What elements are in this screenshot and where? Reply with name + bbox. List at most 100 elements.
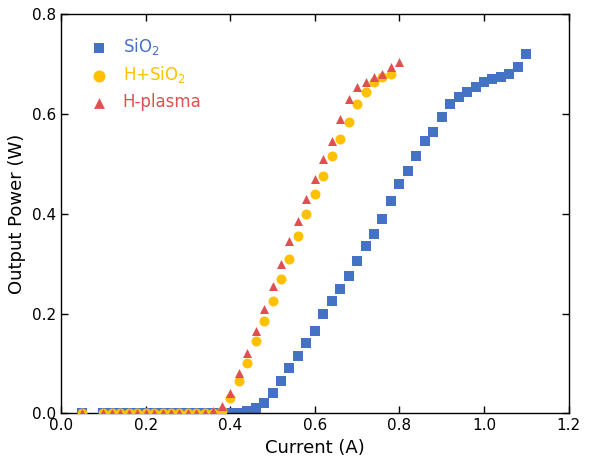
H+SiO$_2$: [191, 410, 201, 417]
H+SiO$_2$: [141, 410, 150, 417]
Legend: SiO$_2$, H+SiO$_2$, H-plasma: SiO$_2$, H+SiO$_2$, H-plasma: [70, 23, 215, 124]
SiO$_2$: [158, 410, 167, 417]
SiO$_2$: [243, 407, 252, 414]
H+SiO$_2$: [251, 337, 260, 345]
SiO$_2$: [191, 410, 201, 417]
H+SiO$_2$: [361, 88, 370, 95]
H-plasma: [115, 410, 125, 417]
SiO$_2$: [150, 410, 159, 417]
H-plasma: [234, 370, 243, 377]
SiO$_2$: [344, 272, 353, 280]
H+SiO$_2$: [293, 232, 303, 240]
H+SiO$_2$: [200, 410, 210, 417]
SiO$_2$: [141, 410, 150, 417]
X-axis label: Current (A): Current (A): [265, 438, 365, 457]
SiO$_2$: [183, 410, 193, 417]
SiO$_2$: [217, 410, 226, 417]
H-plasma: [141, 410, 150, 417]
SiO$_2$: [369, 230, 379, 238]
H+SiO$_2$: [124, 410, 133, 417]
H+SiO$_2$: [243, 359, 252, 367]
H-plasma: [369, 73, 379, 80]
H-plasma: [175, 410, 184, 417]
SiO$_2$: [319, 310, 328, 317]
H+SiO$_2$: [259, 317, 269, 325]
SiO$_2$: [234, 410, 243, 417]
H-plasma: [386, 63, 396, 70]
H-plasma: [200, 410, 210, 417]
H+SiO$_2$: [217, 407, 226, 414]
H+SiO$_2$: [369, 78, 379, 86]
H-plasma: [276, 260, 286, 267]
H+SiO$_2$: [158, 410, 167, 417]
SiO$_2$: [310, 327, 319, 335]
SiO$_2$: [454, 93, 464, 100]
SiO$_2$: [107, 410, 117, 417]
SiO$_2$: [166, 410, 176, 417]
H-plasma: [336, 115, 345, 123]
Y-axis label: Output Power (W): Output Power (W): [8, 133, 27, 294]
H-plasma: [124, 410, 133, 417]
H+SiO$_2$: [98, 410, 108, 417]
H-plasma: [378, 71, 387, 78]
H+SiO$_2$: [226, 395, 235, 402]
SiO$_2$: [259, 399, 269, 407]
H+SiO$_2$: [166, 410, 176, 417]
H+SiO$_2$: [344, 118, 353, 125]
H+SiO$_2$: [150, 410, 159, 417]
SiO$_2$: [462, 88, 472, 95]
SiO$_2$: [386, 198, 396, 205]
H-plasma: [259, 305, 269, 312]
SiO$_2$: [133, 410, 142, 417]
SiO$_2$: [276, 377, 286, 385]
H+SiO$_2$: [352, 100, 362, 108]
H+SiO$_2$: [133, 410, 142, 417]
SiO$_2$: [412, 153, 421, 160]
SiO$_2$: [505, 71, 514, 78]
SiO$_2$: [471, 83, 480, 90]
H+SiO$_2$: [327, 153, 336, 160]
H+SiO$_2$: [386, 71, 396, 78]
SiO$_2$: [200, 410, 210, 417]
SiO$_2$: [302, 340, 311, 347]
H-plasma: [319, 155, 328, 163]
SiO$_2$: [403, 168, 412, 175]
H-plasma: [310, 175, 319, 183]
SiO$_2$: [115, 410, 125, 417]
H-plasma: [166, 410, 176, 417]
H-plasma: [284, 238, 294, 245]
H+SiO$_2$: [77, 410, 87, 417]
H+SiO$_2$: [175, 410, 184, 417]
H-plasma: [209, 407, 218, 414]
SiO$_2$: [352, 258, 362, 265]
SiO$_2$: [522, 51, 531, 58]
SiO$_2$: [420, 138, 429, 145]
H+SiO$_2$: [268, 297, 277, 305]
SiO$_2$: [378, 215, 387, 222]
H-plasma: [107, 410, 117, 417]
SiO$_2$: [395, 180, 404, 187]
SiO$_2$: [226, 410, 235, 417]
H+SiO$_2$: [378, 73, 387, 80]
SiO$_2$: [429, 128, 438, 135]
H-plasma: [150, 410, 159, 417]
SiO$_2$: [268, 390, 277, 397]
H+SiO$_2$: [183, 410, 193, 417]
SiO$_2$: [98, 410, 108, 417]
H-plasma: [183, 410, 193, 417]
SiO$_2$: [336, 285, 345, 292]
SiO$_2$: [445, 100, 455, 108]
SiO$_2$: [251, 405, 260, 412]
SiO$_2$: [496, 73, 505, 80]
SiO$_2$: [361, 242, 370, 250]
H-plasma: [293, 218, 303, 225]
H-plasma: [361, 78, 370, 86]
H-plasma: [133, 410, 142, 417]
SiO$_2$: [284, 365, 294, 372]
H+SiO$_2$: [319, 173, 328, 180]
H+SiO$_2$: [336, 135, 345, 143]
SiO$_2$: [488, 75, 497, 83]
H-plasma: [251, 327, 260, 335]
H-plasma: [327, 138, 336, 145]
H-plasma: [158, 410, 167, 417]
